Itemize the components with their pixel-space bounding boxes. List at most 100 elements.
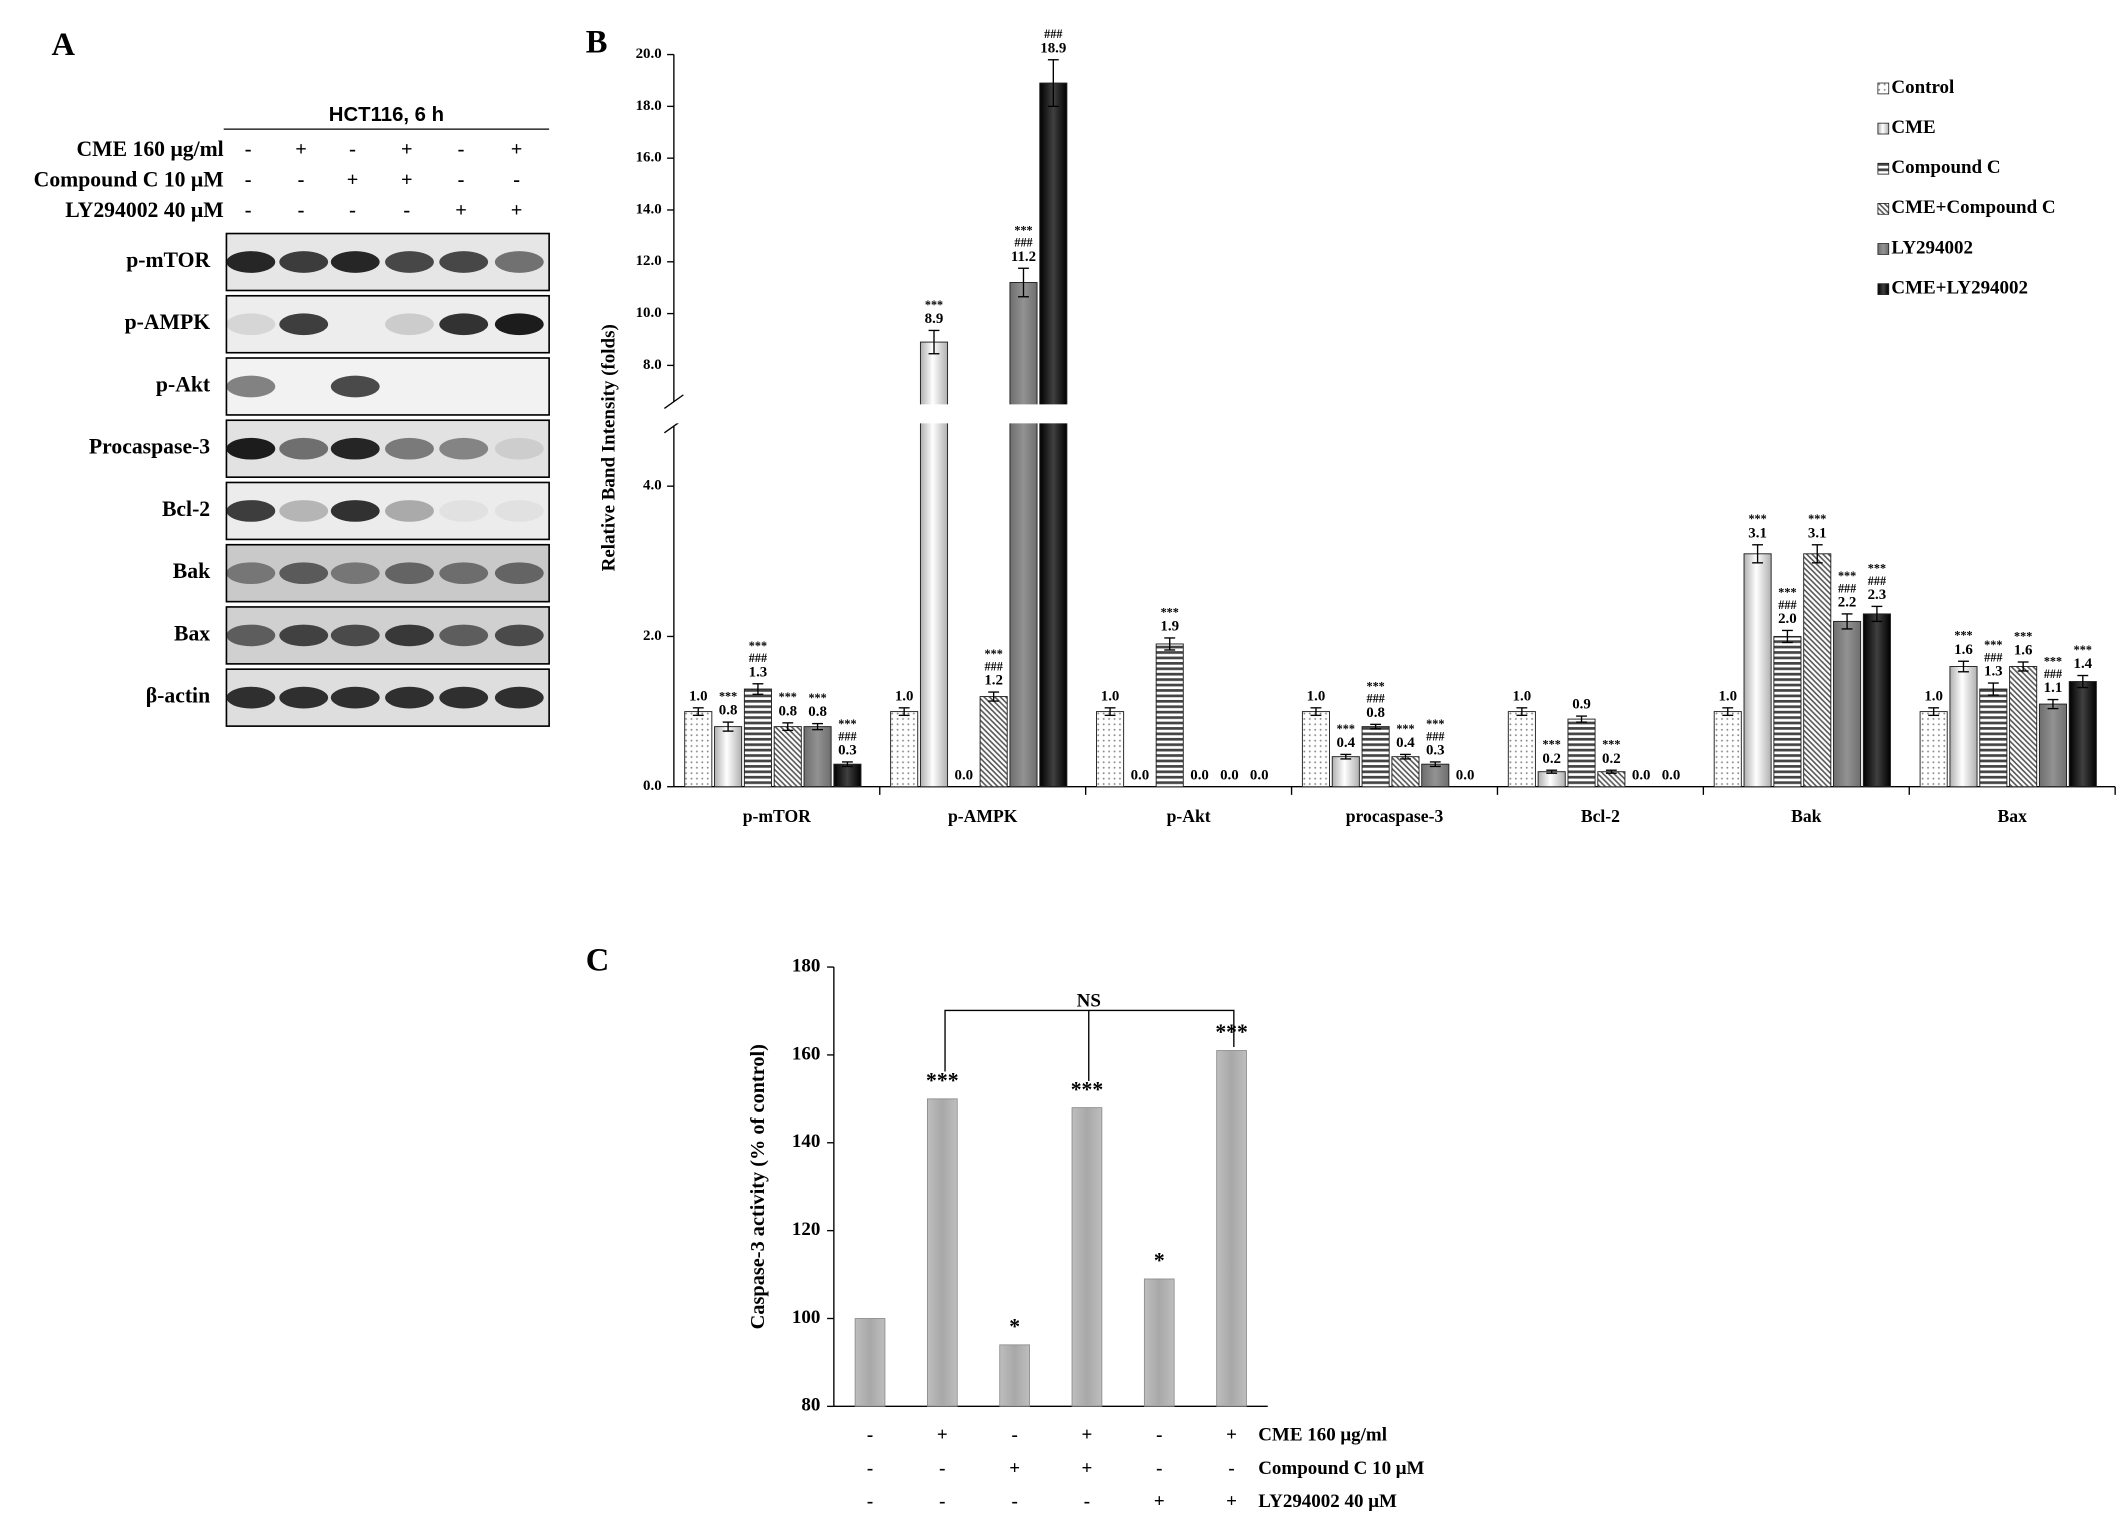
blot-band xyxy=(330,562,380,585)
x-tick-label: procaspase-3 xyxy=(1346,806,1444,826)
significance: *** xyxy=(1161,605,1179,619)
band-label: p-mTOR xyxy=(126,248,210,272)
significance: *** xyxy=(1868,562,1886,576)
condition-label: LY294002 40 μM xyxy=(1258,1491,1397,1512)
condition-sign: - xyxy=(1156,1458,1162,1479)
bar xyxy=(1155,643,1184,788)
bar xyxy=(2068,681,2097,788)
band-label: β-actin xyxy=(146,684,210,708)
significance: ### xyxy=(1366,692,1384,706)
condition-sign: + xyxy=(1226,1491,1237,1512)
blot-band xyxy=(226,251,276,273)
value-label: 2.2 xyxy=(1838,594,1857,610)
y-axis-label: Caspase-3 activity (% of control) xyxy=(747,1044,769,1329)
value-label: 1.0 xyxy=(1513,688,1532,704)
condition-sign: - xyxy=(1156,1425,1162,1446)
significance: * xyxy=(1009,1315,1020,1339)
value-label: 18.9 xyxy=(1040,40,1066,56)
blot-band xyxy=(330,375,380,398)
bar xyxy=(1391,756,1420,788)
blot-band xyxy=(279,686,329,709)
condition-label: CME 160 μg/ml xyxy=(1258,1425,1387,1446)
blot-band xyxy=(494,251,544,273)
significance: ### xyxy=(1044,27,1062,41)
value-label: 1.4 xyxy=(2073,656,2092,672)
blot-band xyxy=(226,437,276,460)
blot-band xyxy=(279,500,329,522)
bar xyxy=(1507,711,1536,788)
condition-sign: - xyxy=(867,1491,873,1512)
significance: *** xyxy=(1543,738,1561,752)
condition-sign: + xyxy=(1154,1491,1165,1512)
value-label: 0.3 xyxy=(838,743,857,759)
band-label: Bak xyxy=(173,559,211,583)
bar xyxy=(1567,718,1596,788)
legend-label: Control xyxy=(1891,77,1954,98)
blot-band xyxy=(385,562,434,585)
value-label: 0.4 xyxy=(1336,735,1355,751)
value-label: 1.0 xyxy=(1718,688,1737,704)
significance: ### xyxy=(1838,581,1856,595)
condition-sign: - xyxy=(403,200,410,222)
condition-sign: + xyxy=(295,138,307,160)
legend-swatch xyxy=(1877,283,1890,295)
condition-sign: - xyxy=(298,200,305,222)
condition-label: LY294002 40 μM xyxy=(65,198,224,222)
bar xyxy=(854,1318,886,1407)
x-tick-label: Bax xyxy=(1998,806,2028,826)
bar xyxy=(979,696,1008,788)
bar xyxy=(1833,620,1862,788)
bar xyxy=(1949,666,1978,788)
significance: *** xyxy=(2014,629,2032,643)
blot-band xyxy=(385,500,434,522)
condition-sign: + xyxy=(1082,1458,1093,1479)
blot-band xyxy=(494,437,544,460)
condition-sign: - xyxy=(298,169,305,191)
condition-sign: + xyxy=(937,1425,948,1446)
value-label: 0.0 xyxy=(1632,767,1651,783)
bar xyxy=(927,1098,958,1407)
condition-sign: - xyxy=(245,169,252,191)
significance: *** xyxy=(749,639,767,653)
bar xyxy=(1537,771,1566,788)
value-label: 1.6 xyxy=(2014,643,2033,659)
significance: *** xyxy=(1984,638,2002,652)
significance: *** xyxy=(2044,655,2062,669)
blot-band xyxy=(439,624,489,647)
significance: *** xyxy=(926,1069,959,1093)
condition-sign: + xyxy=(347,169,359,191)
bar xyxy=(999,1344,1030,1407)
y-tick-label: 16.0 xyxy=(636,150,662,166)
y-tick-label: 160 xyxy=(792,1043,820,1064)
value-label: 1.1 xyxy=(2044,680,2063,696)
blot-band xyxy=(279,437,329,460)
condition-sign: - xyxy=(867,1458,873,1479)
bar xyxy=(743,688,772,788)
y-tick-label: 2.0 xyxy=(643,628,662,644)
value-label: 11.2 xyxy=(1011,249,1036,265)
y-tick-label: 8.0 xyxy=(643,357,662,373)
blot-band xyxy=(226,624,276,647)
bar xyxy=(833,763,862,788)
legend-swatch xyxy=(1877,82,1890,95)
blot-band xyxy=(385,251,434,273)
significance: ### xyxy=(1984,650,2002,664)
panel-label: A xyxy=(52,27,76,63)
bracket-label: NS xyxy=(1077,991,1101,1012)
y-tick-label: 4.0 xyxy=(643,478,662,494)
value-label: 1.6 xyxy=(1954,642,1973,658)
blot-band xyxy=(279,313,329,336)
condition-sign: + xyxy=(1009,1458,1020,1479)
value-label: 3.1 xyxy=(1808,525,1827,541)
bracket xyxy=(944,1009,1235,1081)
x-tick-label: Bak xyxy=(1791,806,1822,826)
condition-sign: - xyxy=(1011,1491,1017,1512)
condition-sign: - xyxy=(458,169,465,191)
value-label: 0.8 xyxy=(808,704,827,720)
significance: *** xyxy=(1838,569,1856,583)
value-label: 1.2 xyxy=(984,673,1003,689)
significance: ### xyxy=(838,729,856,743)
value-label: 0.0 xyxy=(1456,767,1475,783)
condition-sign: + xyxy=(1082,1425,1093,1446)
bar xyxy=(1979,688,2008,788)
